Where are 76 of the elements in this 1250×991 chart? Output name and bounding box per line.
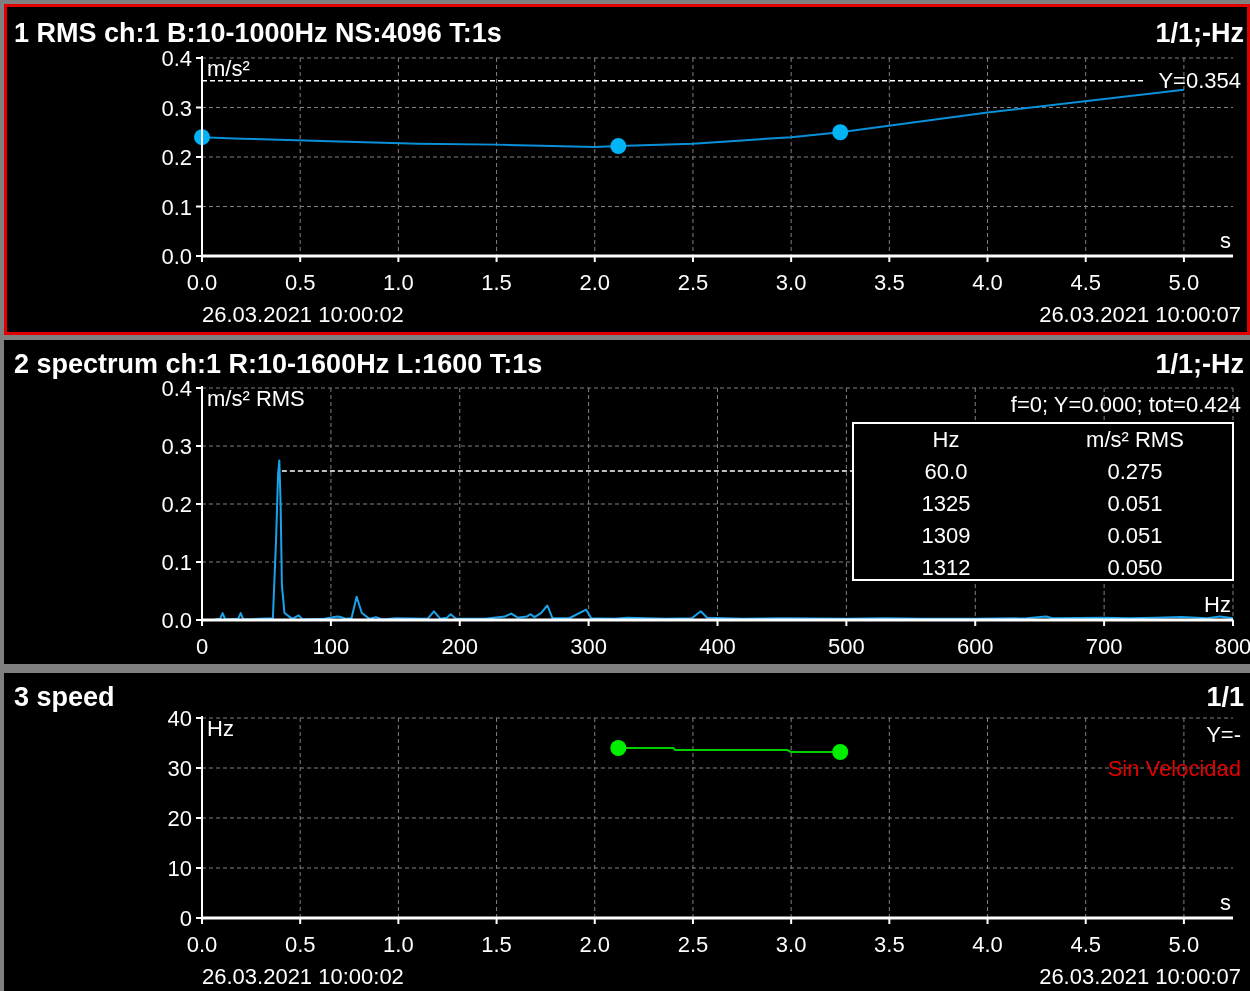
annotation: 0.051 [1107,491,1163,516]
x-tick-label: 4.5 [1070,932,1102,957]
chart-title: 2 spectrum ch:1 R:10-1600Hz L:1600 T:1s [14,349,543,379]
x-tick-label: 0 [195,634,209,659]
x-tick-label: 5.0 [1168,932,1200,957]
annotation: 0.275 [1107,459,1163,484]
x-tick-label: 3.5 [874,270,905,295]
x-tick-label: 3.0 [775,932,807,957]
chart-subtitle: 1/1;-Hz [1155,18,1244,48]
y-axis-title: m/s² RMS [207,386,305,411]
x-tick-label: 2.5 [677,932,709,957]
x-axis-title: Hz [1204,592,1231,617]
annotation: 0.050 [1107,555,1163,580]
annotation: Sin Velocidad [1107,756,1241,781]
x-tick-label: 100 [312,634,350,659]
y-axis-title: m/s² [207,56,250,81]
text: 26.03.2021 10:00:07 [1039,964,1241,989]
y-tick-label: 0.4 [161,376,192,401]
x-tick-label: 5.0 [1168,270,1200,295]
y-tick-label: 0.2 [161,492,192,517]
x-tick-label: 2.5 [677,270,709,295]
y-tick-label: 0.1 [161,550,192,575]
x-tick-label: 2.0 [579,932,611,957]
chart-title: 3 speed [14,682,115,712]
y-tick-label: 0.0 [161,244,192,269]
y-tick-label: 0.2 [161,145,192,170]
x-tick-label: 200 [441,634,479,659]
annotation: f=0; Y=0.000; tot=0.424 [1010,392,1241,417]
y-tick-label: 10 [167,856,192,881]
x-tick-label: 700 [1085,634,1123,659]
x-tick-label: 0.5 [284,270,316,295]
x-tick-label: 0.5 [284,932,316,957]
x-tick-label: 1.5 [481,270,512,295]
x-tick-label: 800 [1214,634,1250,659]
text: 26.03.2021 10:00:02 [202,302,404,327]
y-axis-title: Hz [207,716,234,741]
ref-line-label: Y=0.354 [1158,67,1241,93]
chart-title: 1 RMS ch:1 B:10-1000Hz NS:4096 T:1s [14,18,502,48]
x-tick-label: 0.0 [186,270,218,295]
x-tick-label: 4.0 [972,932,1003,957]
x-tick-label: 1.5 [481,932,512,957]
text: 26.03.2021 10:00:02 [202,964,404,989]
annotation: 0.051 [1107,523,1163,548]
y-tick-label: 0.4 [161,46,192,71]
x-tick-label: 600 [956,634,994,659]
annotation: m/s² RMS [1086,427,1184,452]
y-tick-label: 0 [179,906,192,931]
annotation: Y=- [1206,722,1241,747]
x-tick-label: 1.0 [383,270,414,295]
chart-subtitle: 1/1 [1206,682,1244,712]
x-tick-label: 3.0 [775,270,807,295]
annotation: Hz [932,427,960,452]
x-tick-label: 300 [570,634,607,659]
annotation: 60.0 [924,459,968,484]
y-tick-label: 20 [167,806,192,831]
y-tick-label: 0.3 [161,434,192,459]
x-tick-label: 1.0 [383,932,414,957]
y-tick-label: 0.0 [161,608,192,633]
annotation: 1312 [921,555,971,580]
x-tick-label: 0.0 [186,932,218,957]
y-tick-label: 40 [167,706,192,731]
y-tick-label: 0.1 [161,194,192,220]
chart-subtitle: 1/1;-Hz [1155,349,1244,379]
x-tick-label: 2.0 [579,270,611,295]
annotation: 1309 [921,523,971,548]
y-tick-label: 30 [167,756,192,781]
x-tick-label: 400 [699,634,736,659]
x-tick-label: 4.0 [972,270,1003,295]
x-axis-title: s [1220,890,1231,915]
x-tick-label: 4.5 [1070,270,1102,295]
text: 26.03.2021 10:00:07 [1039,302,1241,327]
x-tick-label: 3.5 [874,932,905,957]
y-tick-label: 0.3 [161,95,192,121]
x-axis-title: s [1220,228,1231,253]
annotation: 1325 [921,491,971,516]
x-tick-label: 500 [828,634,865,659]
